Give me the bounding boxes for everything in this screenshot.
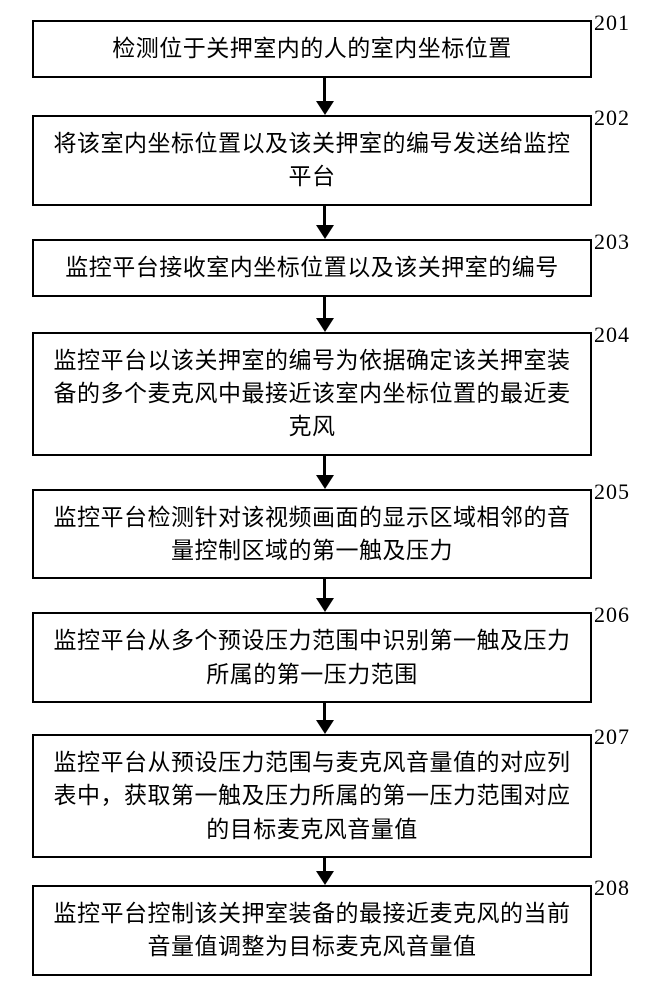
flow-step: 监控平台检测针对该视频画面的显示区域相邻的音量控制区域的第一触及压力205 (32, 489, 617, 580)
flow-step: 监控平台以该关押室的编号为依据确定该关押室装备的多个麦克风中最接近该室内坐标位置… (32, 332, 617, 456)
flow-step-label: 206 (594, 602, 630, 628)
flow-step-box: 将该室内坐标位置以及该关押室的编号发送给监控平台 (32, 115, 592, 206)
flow-step-label: 207 (594, 724, 630, 750)
flow-step-text: 监控平台以该关押室的编号为依据确定该关押室装备的多个麦克风中最接近该室内坐标位置… (48, 344, 576, 444)
flow-step: 监控平台从多个预设压力范围中识别第一触及压力所属的第一压力范围206 (32, 612, 617, 703)
arrow-head-icon (316, 318, 334, 332)
arrow-shaft (323, 579, 326, 599)
arrow-head-icon (316, 101, 334, 115)
flow-step-text: 将该室内坐标位置以及该关押室的编号发送给监控平台 (48, 127, 576, 194)
arrow-head-icon (316, 598, 334, 612)
flow-step-box: 检测位于关押室内的人的室内坐标位置 (32, 20, 592, 78)
flow-arrow (316, 703, 334, 734)
arrow-head-icon (316, 475, 334, 489)
arrow-shaft (323, 206, 326, 226)
flow-step-box: 监控平台检测针对该视频画面的显示区域相邻的音量控制区域的第一触及压力 (32, 489, 592, 580)
flow-step-label: 202 (594, 105, 630, 131)
arrow-shaft (323, 297, 326, 319)
flow-step: 将该室内坐标位置以及该关押室的编号发送给监控平台202 (32, 115, 617, 206)
flow-step-text: 监控平台从预设压力范围与麦克风音量值的对应列表中，获取第一触及压力所属的第一压力… (48, 746, 576, 846)
flow-step-label: 204 (594, 322, 630, 348)
arrow-shaft (323, 456, 326, 476)
flow-step: 监控平台从预设压力范围与麦克风音量值的对应列表中，获取第一触及压力所属的第一压力… (32, 734, 617, 858)
flow-step: 监控平台控制该关押室装备的最接近麦克风的当前音量值调整为目标麦克风音量值208 (32, 885, 617, 976)
flow-step-text: 监控平台接收室内坐标位置以及该关押室的编号 (65, 251, 559, 284)
flow-step-text: 检测位于关押室内的人的室内坐标位置 (112, 32, 512, 65)
flowchart-container: 检测位于关押室内的人的室内坐标位置201 将该室内坐标位置以及该关押室的编号发送给… (32, 20, 617, 976)
flow-arrow (316, 206, 334, 239)
flow-step-text: 监控平台控制该关押室装备的最接近麦克风的当前音量值调整为目标麦克风音量值 (48, 897, 576, 964)
arrow-shaft (323, 78, 326, 102)
arrow-shaft (323, 703, 326, 721)
flow-step-label: 203 (594, 229, 630, 255)
flow-step-box: 监控平台控制该关押室装备的最接近麦克风的当前音量值调整为目标麦克风音量值 (32, 885, 592, 976)
flow-step-box: 监控平台从预设压力范围与麦克风音量值的对应列表中，获取第一触及压力所属的第一压力… (32, 734, 592, 858)
flow-step: 监控平台接收室内坐标位置以及该关押室的编号203 (32, 239, 617, 297)
flow-step-box: 监控平台以该关押室的编号为依据确定该关押室装备的多个麦克风中最接近该室内坐标位置… (32, 332, 592, 456)
flow-arrow (316, 297, 334, 332)
flow-step-label: 201 (594, 10, 630, 36)
flow-arrow (316, 456, 334, 489)
flow-step-text: 监控平台从多个预设压力范围中识别第一触及压力所属的第一压力范围 (48, 624, 576, 691)
arrow-head-icon (316, 871, 334, 885)
arrow-head-icon (316, 225, 334, 239)
flow-step-box: 监控平台从多个预设压力范围中识别第一触及压力所属的第一压力范围 (32, 612, 592, 703)
flow-arrow (316, 858, 334, 885)
arrow-head-icon (316, 720, 334, 734)
flow-step-label: 208 (594, 875, 630, 901)
flow-step-text: 监控平台检测针对该视频画面的显示区域相邻的音量控制区域的第一触及压力 (48, 501, 576, 568)
flow-step: 检测位于关押室内的人的室内坐标位置201 (32, 20, 617, 78)
flow-arrow (316, 579, 334, 612)
flow-step-box: 监控平台接收室内坐标位置以及该关押室的编号 (32, 239, 592, 297)
arrow-shaft (323, 858, 326, 872)
flow-arrow (316, 78, 334, 115)
flow-step-label: 205 (594, 479, 630, 505)
